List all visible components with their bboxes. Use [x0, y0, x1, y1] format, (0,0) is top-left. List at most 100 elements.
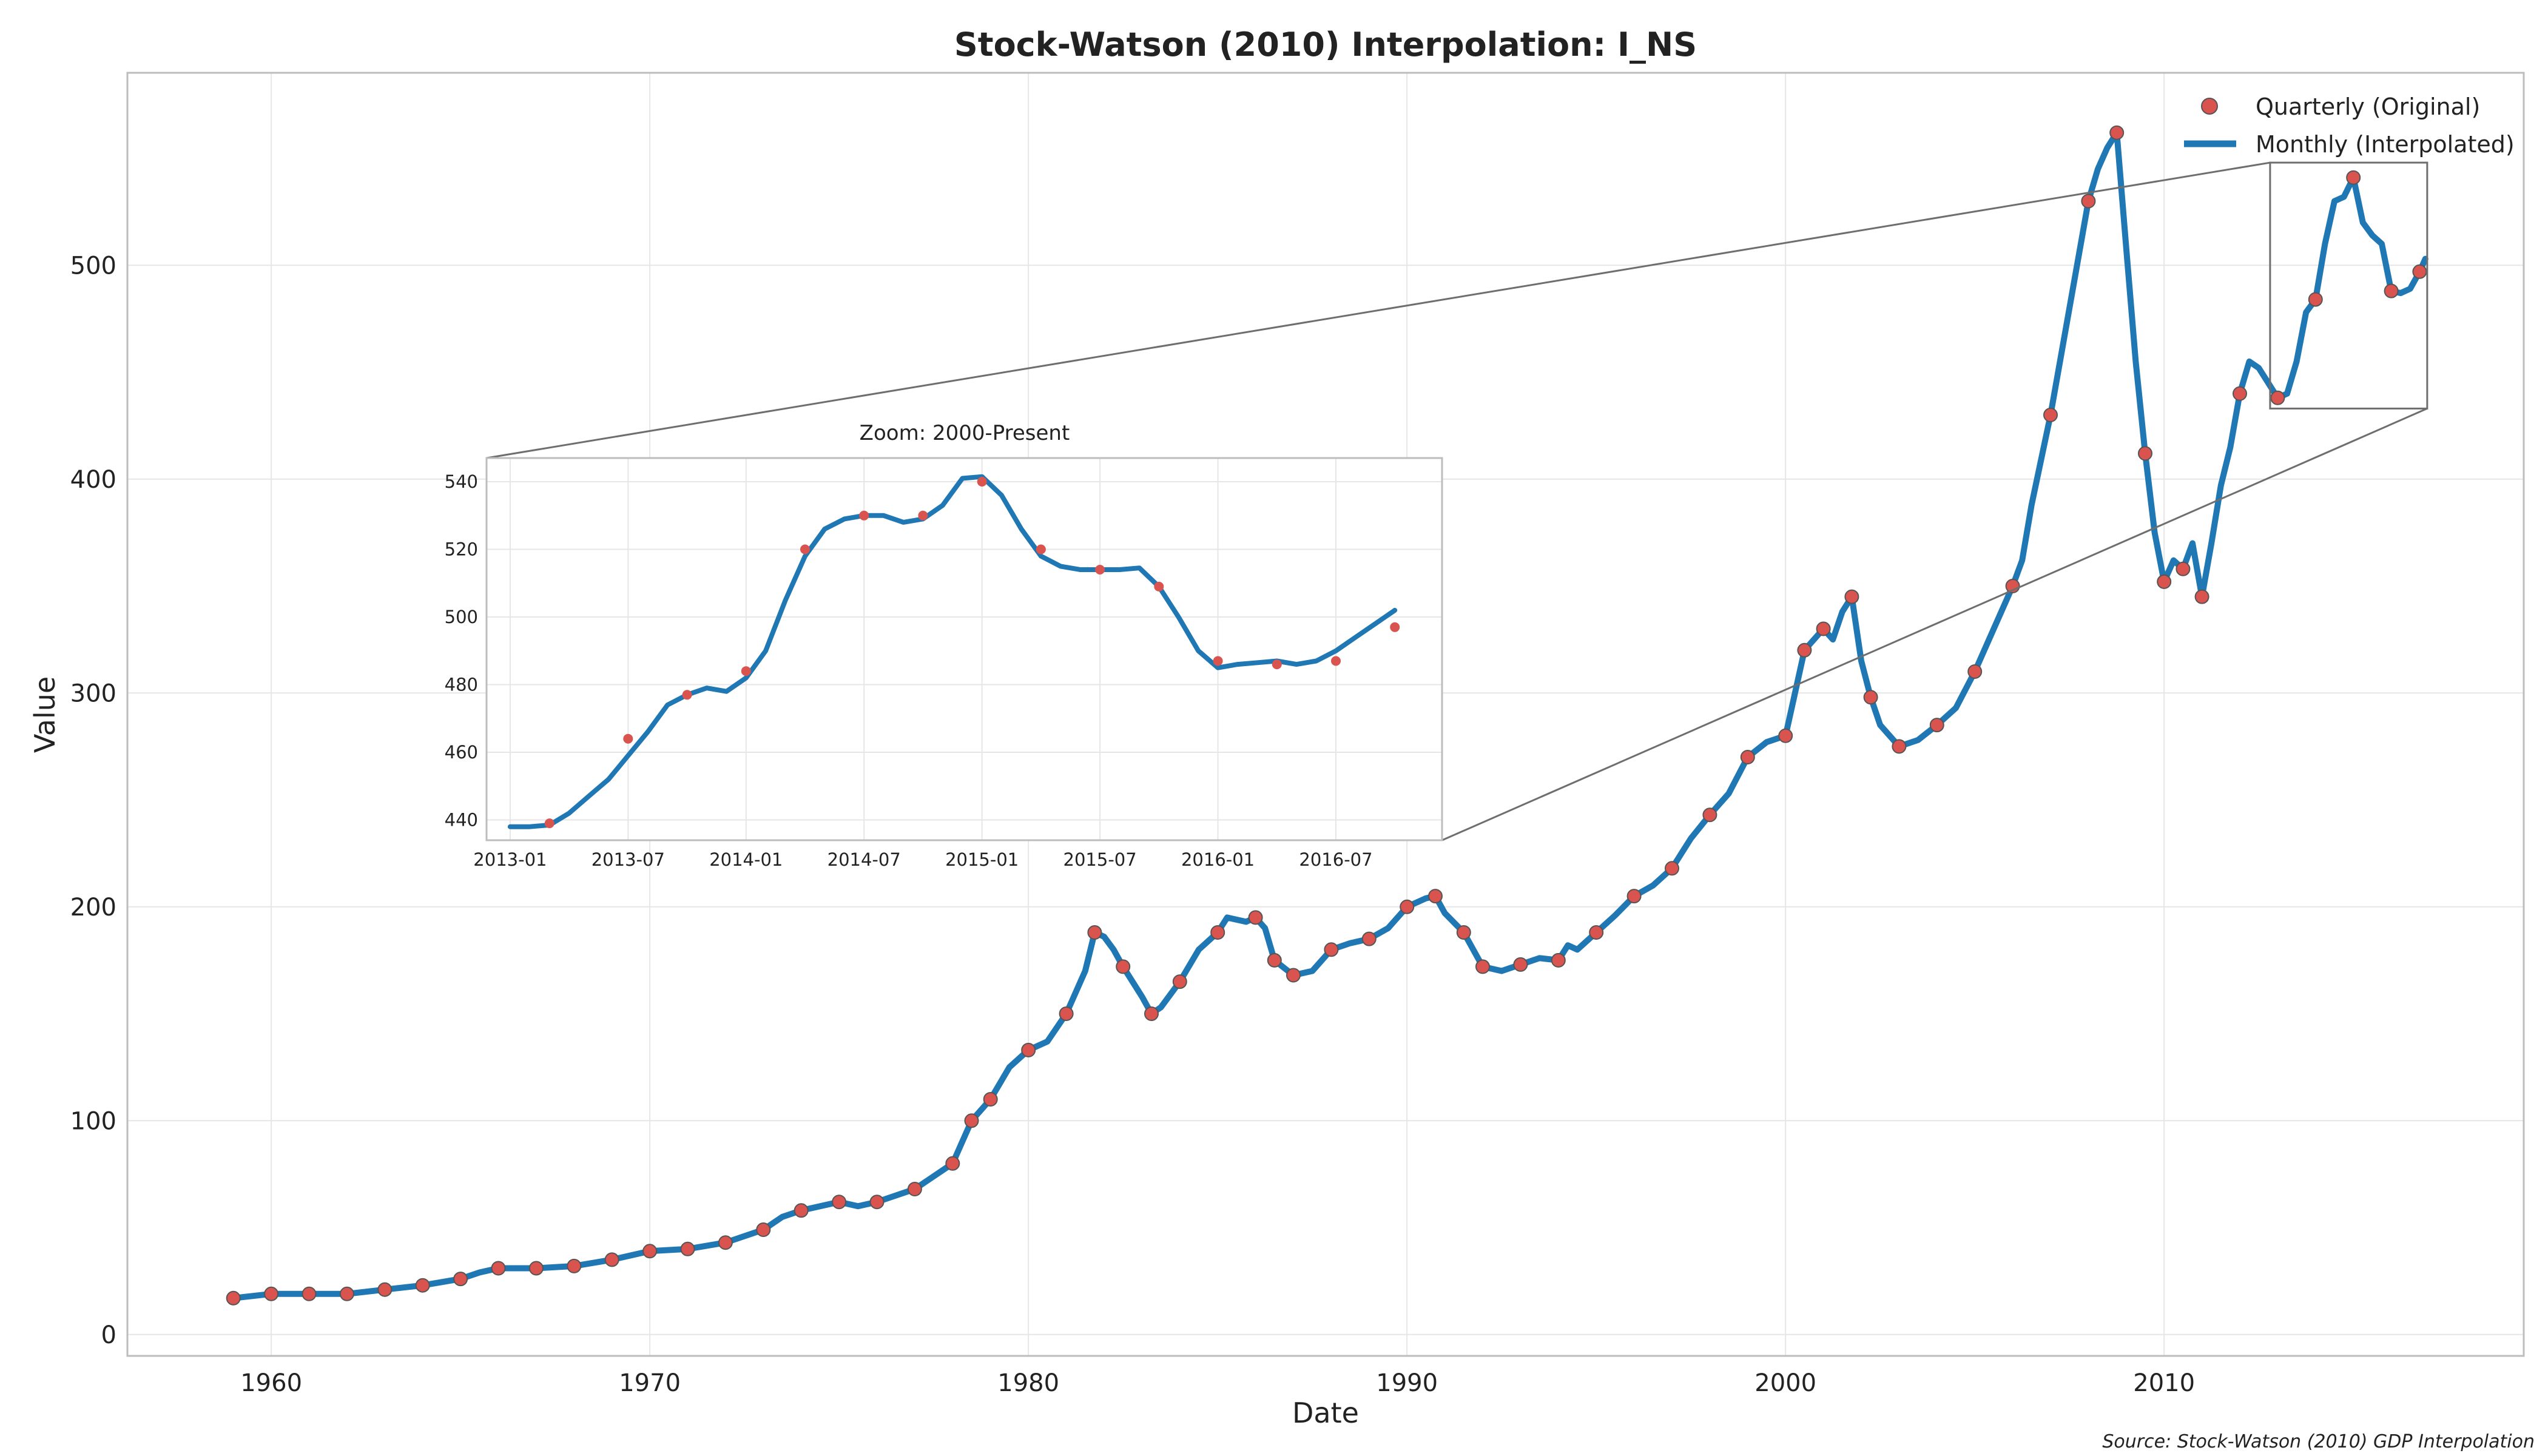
inset-data-point-quarterly: [1213, 656, 1223, 666]
data-point-quarterly: [302, 1286, 317, 1301]
inset-data-point-quarterly: [1095, 565, 1105, 575]
data-point-quarterly: [264, 1286, 279, 1301]
data-point-quarterly: [1702, 807, 1717, 823]
inset-x-tick-label: 2013-07: [592, 849, 665, 870]
data-point-quarterly: [2157, 574, 2172, 589]
data-point-quarterly: [1665, 861, 1679, 876]
inset-data-point-quarterly: [623, 733, 633, 744]
data-point-quarterly: [339, 1286, 354, 1301]
zoom-connector-line: [486, 161, 2271, 459]
data-point-quarterly: [1740, 750, 1755, 764]
inset-y-tick-label: 440: [445, 810, 478, 831]
data-point-quarterly: [983, 1092, 998, 1107]
data-point-quarterly: [1210, 925, 1225, 940]
data-point-quarterly: [945, 1156, 960, 1171]
inset-x-tick-label: 2013-01: [473, 849, 547, 870]
legend-label-quarterly: Quarterly (Original): [2256, 93, 2480, 120]
legend-marker-quarterly: [2201, 98, 2218, 115]
data-point-quarterly: [226, 1290, 241, 1306]
data-point-quarterly: [1892, 739, 1907, 754]
data-point-quarterly: [2109, 125, 2125, 140]
data-point-quarterly: [604, 1252, 619, 1267]
data-point-quarterly: [1475, 959, 1490, 974]
inset-data-point-quarterly: [682, 690, 692, 700]
data-point-quarterly: [794, 1203, 809, 1218]
data-point-quarterly: [567, 1258, 582, 1273]
inset-x-tick-label: 2015-01: [945, 849, 1019, 870]
inset-data-point-quarterly: [1390, 622, 1400, 632]
data-point-quarterly: [2081, 194, 2096, 209]
inset-grid: [487, 458, 1442, 840]
inset-x-tick-label: 2014-01: [709, 849, 783, 870]
inset-y-tick-label: 460: [445, 742, 478, 763]
inset-chart: 2013-01 2013-07 2014-01 2014-07 2015-01 2015-…: [445, 421, 1443, 870]
data-point-quarterly: [832, 1195, 847, 1210]
data-point-quarterly: [377, 1282, 393, 1297]
data-point-quarterly: [1021, 1042, 1036, 1057]
data-point-quarterly: [1513, 957, 1528, 972]
main-x-ticks: 1960 1970 1980 1990 2000 2010: [240, 1369, 2195, 1397]
y-tick-label: 300: [70, 679, 116, 707]
inset-y-ticks: 440 460 480 500 520 540: [445, 471, 478, 831]
inset-line-monthly: [507, 474, 1398, 829]
data-point-quarterly: [1267, 952, 1282, 968]
y-tick-label: 200: [70, 894, 116, 922]
data-point-quarterly: [453, 1272, 468, 1287]
data-point-quarterly: [1778, 728, 1793, 743]
data-point-quarterly: [1967, 664, 1983, 679]
zoom-box: [2269, 161, 2428, 410]
inset-data-point-quarterly: [1331, 656, 1341, 666]
data-point-quarterly: [1863, 690, 1878, 705]
data-point-quarterly: [1929, 718, 1944, 733]
data-point-quarterly: [680, 1241, 695, 1256]
data-point-quarterly: [1816, 621, 1831, 636]
legend: Quarterly (Original) Monthly (Interpolat…: [2184, 93, 2515, 158]
data-point-quarterly: [528, 1261, 544, 1276]
main-y-ticks: 0 100 200 300 400 500: [70, 252, 116, 1349]
inset-x-tick-label: 2016-07: [1299, 849, 1372, 870]
legend-label-monthly: Monthly (Interpolated): [2256, 131, 2515, 158]
data-point-quarterly: [1059, 1006, 1074, 1021]
inset-frame: [485, 457, 1443, 841]
data-point-quarterly: [2270, 390, 2285, 405]
series-line-monthly: [230, 129, 2428, 1301]
data-point-quarterly: [415, 1278, 430, 1293]
zoom-connectors: [486, 161, 2428, 841]
inset-y-tick-label: 500: [445, 607, 478, 627]
data-point-quarterly: [2233, 386, 2247, 401]
inset-data-point-quarterly: [741, 666, 751, 676]
inset-y-tick-label: 540: [445, 471, 478, 492]
inset-x-tick-label: 2015-07: [1063, 849, 1137, 870]
data-point-quarterly: [2412, 264, 2427, 279]
data-point-quarterly: [1551, 952, 1566, 968]
y-tick-label: 0: [101, 1321, 116, 1349]
data-point-quarterly: [2194, 589, 2209, 604]
inset-background: [487, 458, 1442, 840]
data-point-quarterly: [2308, 292, 2323, 307]
x-tick-label: 2010: [2133, 1369, 2195, 1397]
y-tick-label: 400: [70, 466, 116, 494]
y-axis-label: Value: [29, 676, 61, 753]
data-point-quarterly: [1797, 642, 1812, 658]
inset-data-point-quarterly: [800, 544, 810, 554]
x-axis-label: Date: [1292, 1397, 1359, 1429]
data-point-quarterly: [1324, 942, 1339, 957]
inset-x-tick-label: 2014-07: [827, 849, 901, 870]
y-tick-label: 500: [70, 252, 116, 280]
data-point-quarterly: [1844, 589, 1859, 604]
data-point-quarterly: [869, 1195, 885, 1210]
x-tick-label: 1960: [240, 1369, 302, 1397]
data-point-quarterly: [1428, 889, 1443, 904]
data-point-quarterly: [964, 1113, 979, 1128]
data-point-quarterly: [1286, 968, 1301, 983]
data-point-quarterly: [1589, 925, 1604, 940]
main-plot-frame: [126, 72, 2525, 1357]
inset-x-tick-label: 2016-01: [1181, 849, 1255, 870]
data-point-quarterly: [2043, 408, 2058, 422]
y-tick-label: 100: [70, 1107, 116, 1135]
data-point-quarterly: [1456, 925, 1471, 940]
data-point-quarterly: [2384, 283, 2399, 298]
chart-title: Stock-Watson (2010) Interpolation: I_NS: [954, 25, 1697, 64]
data-point-quarterly: [2176, 561, 2191, 576]
x-tick-label: 2000: [1754, 1369, 1816, 1397]
